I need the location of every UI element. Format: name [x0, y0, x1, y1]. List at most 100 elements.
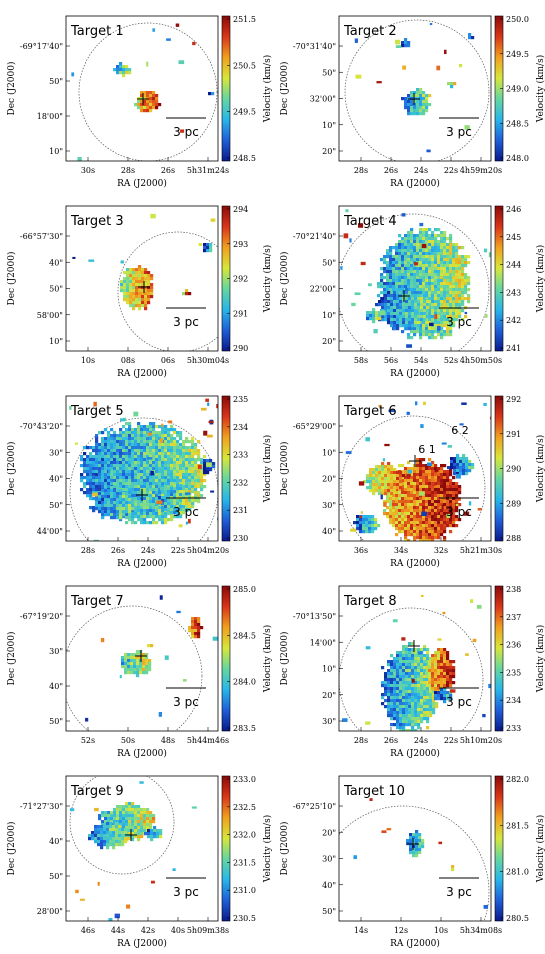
velocity-pixel: [86, 446, 90, 450]
velocity-pixel: [431, 309, 435, 313]
velocity-pixel: [119, 516, 123, 520]
velocity-pixel: [414, 687, 418, 691]
velocity-pixel: [135, 274, 139, 278]
velocity-pixel: [173, 487, 177, 491]
velocity-pixel: [136, 659, 140, 663]
velocity-pixel: [407, 258, 411, 262]
velocity-pixel: [443, 318, 447, 322]
velocity-pixel: [390, 711, 394, 715]
velocity-pixel: [399, 672, 403, 676]
velocity-pixel: [405, 297, 409, 301]
velocity-pixel: [107, 479, 111, 483]
velocity-pixel: [398, 494, 402, 498]
velocity-pixel: [167, 458, 171, 462]
velocity-pixel: [443, 527, 447, 531]
velocity-pixel: [188, 629, 192, 633]
velocity-pixel: [437, 672, 441, 676]
velocity-pixel: [123, 295, 127, 299]
velocity-pixel: [392, 491, 396, 495]
velocity-pixel: [101, 495, 105, 499]
velocity-pixel: [131, 802, 135, 806]
velocity-pixel: [431, 530, 435, 534]
velocity-pixel: [437, 512, 441, 516]
velocity-pixel: [116, 504, 120, 508]
velocity-pixel: [417, 708, 421, 712]
velocity-pixel: [437, 669, 441, 673]
velocity-pixel: [408, 297, 412, 301]
velocity-pixel: [128, 479, 132, 483]
velocity-pixel: [413, 103, 417, 107]
velocity-pixel: [149, 491, 153, 495]
velocity-pixel: [410, 518, 414, 522]
velocity-pixel: [179, 476, 183, 480]
velocity-pixel: [381, 702, 385, 706]
noise-speck: [406, 663, 411, 667]
velocity-pixel: [116, 489, 120, 493]
velocity-pixel: [413, 333, 417, 337]
velocity-pixel: [425, 103, 429, 107]
velocity-pixel: [128, 491, 132, 495]
velocity-pixel: [125, 431, 129, 435]
velocity-pixel: [410, 488, 414, 492]
velocity-pixel: [387, 300, 391, 304]
x-tick-label: 52s: [81, 736, 95, 745]
velocity-pixel: [115, 840, 119, 844]
velocity-pixel: [434, 675, 438, 679]
colorbar-tick-label: 292: [506, 395, 521, 404]
scale-bar-label: 3 pc: [173, 885, 199, 899]
noise-speck: [359, 515, 363, 519]
velocity-pixel: [110, 428, 114, 432]
velocity-pixel: [136, 665, 140, 669]
velocity-pixel: [458, 279, 462, 283]
velocity-pixel: [119, 485, 123, 489]
scale-bar-label: 3 pc: [446, 125, 472, 139]
velocity-pixel: [104, 440, 108, 444]
velocity-pixel: [137, 515, 141, 519]
noise-speck: [383, 501, 387, 507]
velocity-pixel: [446, 267, 450, 271]
velocity-pixel: [416, 94, 420, 98]
velocity-pixel: [411, 315, 415, 319]
velocity-pixel: [408, 723, 412, 727]
velocity-pixel: [417, 711, 421, 715]
velocity-pixel: [452, 324, 456, 328]
velocity-pixel: [413, 503, 417, 507]
y-axis-label: Dec (J2000): [279, 632, 290, 686]
velocity-pixel: [362, 521, 366, 525]
velocity-pixel: [138, 271, 142, 275]
velocity-pixel: [365, 521, 369, 525]
velocity-pixel: [420, 306, 424, 310]
velocity-pixel: [188, 476, 192, 480]
velocity-pixel: [440, 240, 444, 244]
velocity-pixel: [127, 671, 131, 675]
y-tick-label: -67°25'10": [293, 802, 336, 811]
velocity-pixel: [143, 449, 147, 453]
velocity-pixel: [129, 280, 133, 284]
velocity-pixel: [387, 672, 391, 676]
velocity-pixel: [127, 659, 131, 663]
colorbar: [494, 205, 504, 352]
velocity-pixel: [135, 301, 139, 305]
velocity-pixel: [98, 464, 102, 468]
velocity-pixel: [144, 304, 148, 308]
velocity-pixel: [413, 479, 417, 483]
velocity-pixel: [98, 510, 102, 514]
velocity-pixel: [408, 303, 412, 307]
velocity-pixel: [118, 825, 122, 829]
velocity-pixel: [137, 446, 141, 450]
velocity-pixel: [161, 476, 165, 480]
x-tick-label: 40s: [171, 926, 185, 935]
velocity-pixel: [414, 678, 418, 682]
reference-circle: [339, 213, 490, 351]
velocity-pixel: [123, 298, 127, 302]
velocity-pixel: [425, 100, 429, 104]
velocity-pixel: [431, 663, 435, 667]
velocity-pixel: [387, 687, 391, 691]
velocity-pixel: [143, 94, 147, 98]
velocity-pixel: [191, 635, 195, 639]
velocity-pixel: [98, 458, 102, 462]
velocity-pixel: [425, 264, 429, 268]
velocity-pixel: [191, 488, 195, 492]
velocity-pixel: [152, 814, 156, 818]
